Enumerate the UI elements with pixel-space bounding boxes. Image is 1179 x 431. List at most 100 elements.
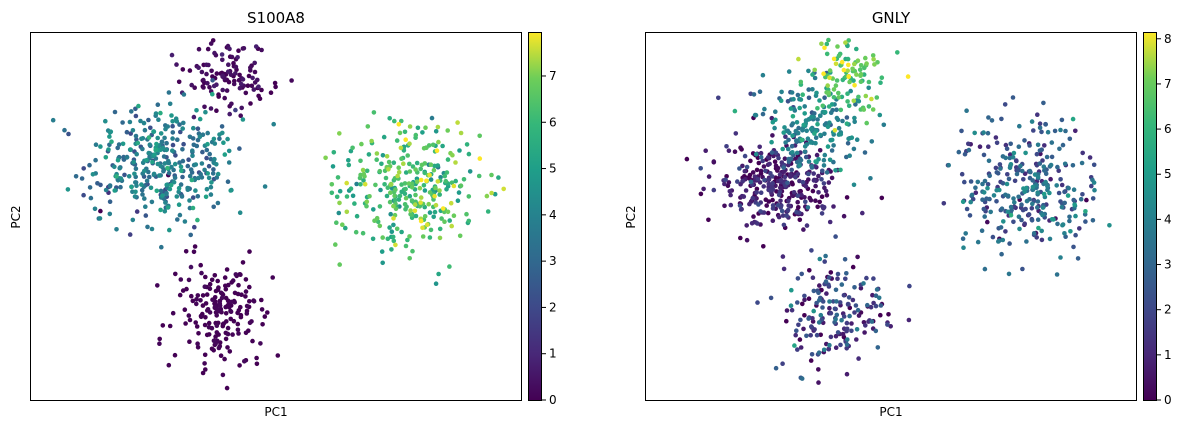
plot-area — [30, 32, 522, 401]
scatter-point — [870, 53, 876, 58]
scatter-point — [81, 166, 86, 171]
scatter-point — [200, 149, 205, 155]
scatter-point — [174, 119, 180, 124]
scatter-point — [153, 147, 158, 153]
scatter-point — [816, 380, 821, 385]
scatter-point — [456, 190, 462, 195]
scatter-point — [968, 199, 973, 205]
scatter-point — [975, 239, 981, 245]
scatter-point — [118, 184, 123, 190]
scatter-point — [973, 185, 978, 190]
scatter-point — [169, 52, 175, 58]
scatter-point — [794, 138, 799, 143]
scatter-point — [150, 159, 155, 165]
scatter-point — [834, 312, 840, 318]
scatter-point — [843, 276, 848, 282]
scatter-point — [434, 148, 440, 153]
scatter-point — [773, 175, 778, 180]
scatter-point — [437, 226, 443, 232]
scatter-point — [980, 181, 985, 187]
scatter-point — [985, 182, 991, 187]
scatter-point — [212, 141, 218, 146]
scatter-point — [180, 158, 186, 164]
scatter-point — [451, 213, 457, 218]
scatter-point — [821, 204, 827, 210]
scatter-point — [175, 217, 180, 222]
scatter-point — [236, 48, 241, 53]
scatter-point — [189, 177, 195, 183]
scatter-point — [442, 219, 447, 224]
scatter-point — [802, 144, 808, 149]
scatter-point — [980, 197, 985, 202]
scatter-point — [782, 125, 787, 130]
scatter-point — [1048, 162, 1054, 168]
scatter-point — [758, 168, 764, 174]
scatter-point — [737, 203, 743, 208]
scatter-point — [1035, 190, 1040, 195]
scatter-point — [214, 330, 220, 335]
scatter-point — [385, 236, 391, 242]
scatter-point — [1043, 122, 1048, 127]
scatter-point — [447, 264, 452, 269]
scatter-point — [786, 156, 791, 162]
scatter-point — [414, 160, 420, 166]
scatter-point — [206, 163, 212, 169]
scatter-point — [248, 65, 253, 70]
scatter-point — [797, 189, 802, 194]
scatter-point — [795, 276, 801, 281]
scatter-point — [1003, 155, 1008, 161]
scatter-point — [1090, 196, 1096, 201]
scatter-point — [813, 140, 818, 146]
scatter-point — [1041, 164, 1047, 169]
scatter-point — [219, 52, 225, 57]
scatter-point — [213, 288, 219, 294]
scatter-point — [350, 145, 355, 151]
scatter-point — [1010, 155, 1016, 160]
scatter-point — [761, 184, 766, 189]
scatter-point — [206, 320, 212, 326]
scatter-point — [204, 62, 209, 68]
scatter-point — [358, 158, 363, 164]
scatter-point — [1016, 214, 1022, 219]
scatter-point — [431, 167, 437, 173]
scatter-point — [1062, 231, 1067, 236]
colorbar-tick-label: 1 — [549, 347, 557, 361]
scatter-point — [92, 206, 98, 212]
scatter-point — [218, 353, 224, 359]
scatter-point — [802, 149, 808, 155]
scatter-point — [780, 146, 785, 152]
scatter-point — [230, 278, 236, 283]
scatter-point — [824, 170, 830, 175]
scatter-point — [826, 346, 831, 352]
scatter-point — [93, 142, 99, 147]
scatter-point — [795, 199, 800, 205]
scatter-point — [773, 109, 778, 114]
scatter-point — [827, 68, 833, 73]
scatter-point — [134, 137, 139, 142]
scatter-point — [252, 60, 257, 66]
scatter-point — [747, 201, 752, 207]
scatter-point — [684, 156, 690, 162]
scatter-point — [789, 90, 795, 95]
scatter-point — [166, 170, 172, 176]
scatter-point — [854, 137, 860, 142]
scatter-point — [187, 68, 193, 73]
scatter-point — [226, 160, 232, 165]
scatter-point — [877, 112, 883, 118]
scatter-point — [131, 159, 136, 165]
scatter-point — [103, 155, 109, 160]
scatter-point — [1059, 182, 1065, 188]
scatter-point — [396, 170, 402, 175]
scatter-point — [772, 125, 777, 131]
scatter-point — [817, 298, 822, 303]
scatter-point — [384, 193, 390, 199]
scatter-point — [785, 146, 791, 152]
scatter-point — [240, 117, 246, 122]
scatter-point — [1024, 185, 1029, 191]
scatter-point — [768, 188, 773, 193]
scatter-point — [785, 180, 790, 186]
scatter-point — [782, 174, 788, 180]
scatter-point — [1029, 218, 1035, 223]
scatter-point — [184, 286, 189, 292]
scatter-point — [142, 127, 148, 133]
